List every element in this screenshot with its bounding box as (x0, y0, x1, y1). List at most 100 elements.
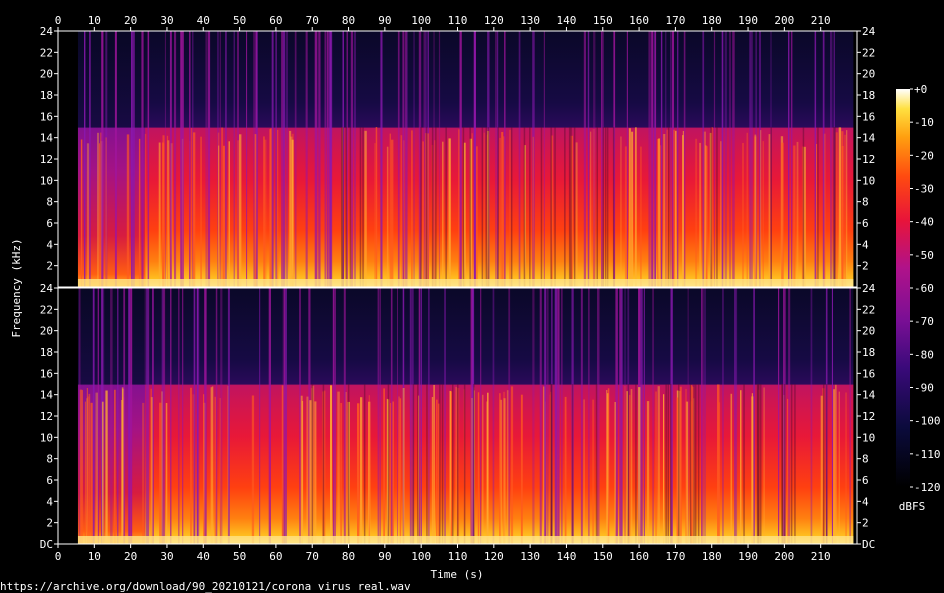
y-tick-label-right: 20 (862, 325, 875, 338)
x-tick-label-bottom: 140 (557, 550, 577, 563)
transient-streak (838, 391, 840, 544)
transient-streak (147, 31, 150, 287)
quiet-gap (551, 384, 553, 544)
transient-streak (835, 132, 838, 287)
colorbar-tick-label: -110 (914, 448, 941, 461)
quiet-gap (833, 127, 835, 287)
transient-streak (95, 392, 98, 544)
spectrogram-body (77, 288, 854, 544)
x-tick-label-bottom: 180 (702, 550, 722, 563)
transient-streak (431, 145, 434, 287)
transient-streak (470, 288, 473, 544)
transient-streak (760, 130, 762, 287)
transient-streak (602, 31, 604, 287)
quiet-gap (595, 384, 598, 544)
transient-streak (283, 31, 286, 287)
transient-streak (683, 31, 686, 287)
transient-streak (564, 396, 567, 544)
y-tick-label-right: 8 (862, 453, 869, 466)
transient-streak (309, 400, 312, 544)
transient-streak (822, 31, 825, 287)
y-tick-label-left: 16 (40, 110, 53, 123)
transient-streak (427, 133, 429, 287)
x-tick-label-top: 170 (665, 14, 685, 27)
transient-streak (472, 288, 475, 544)
transient-streak (411, 288, 414, 544)
x-tick-label-top: 50 (233, 14, 246, 27)
transient-streak (471, 133, 473, 287)
transient-streak (613, 31, 616, 287)
transient-streak (709, 132, 712, 287)
transient-streak (205, 31, 207, 287)
x-tick-label-top: 180 (702, 14, 722, 27)
quiet-gap (311, 384, 314, 544)
x-tick-label-bottom: 170 (665, 550, 685, 563)
y-tick-label-left: 10 (40, 174, 53, 187)
y-tick-label-right: 20 (862, 68, 875, 81)
transient-streak (729, 31, 731, 287)
transient-streak (285, 288, 287, 544)
transient-streak (431, 397, 434, 544)
transient-streak (101, 31, 104, 287)
quiet-gap (693, 384, 695, 544)
transient-streak (546, 288, 549, 544)
transient-streak (311, 385, 315, 544)
transient-streak (389, 133, 391, 287)
transient-streak (189, 31, 191, 287)
transient-streak (97, 132, 100, 287)
quiet-gap (417, 384, 419, 544)
transient-streak (687, 288, 689, 544)
transient-streak (477, 392, 480, 544)
transient-streak (803, 146, 806, 287)
transient-streak (78, 288, 81, 544)
transient-streak (334, 288, 336, 544)
transient-streak (543, 386, 546, 544)
transient-streak (86, 143, 90, 287)
transient-streak (504, 31, 506, 287)
transient-streak (510, 386, 514, 544)
transient-streak (233, 31, 235, 287)
transient-streak (810, 288, 813, 544)
transient-streak (404, 31, 407, 287)
transient-streak (101, 401, 104, 544)
transient-streak (345, 392, 347, 544)
transient-streak (695, 138, 698, 287)
transient-streak (192, 132, 196, 287)
transient-streak (844, 134, 846, 287)
transient-streak (624, 288, 626, 544)
transient-streak (497, 31, 499, 287)
transient-streak (648, 31, 650, 287)
transient-streak (678, 390, 681, 544)
quiet-gap (550, 127, 552, 287)
y-tick-label-left: 4 (46, 495, 53, 508)
transient-streak (169, 31, 172, 287)
transient-streak (277, 129, 279, 287)
transient-streak (592, 128, 595, 287)
transient-streak (110, 288, 113, 544)
transient-streak (103, 288, 105, 544)
transient-streak (211, 386, 214, 544)
x-tick-label-bottom: 200 (774, 550, 794, 563)
transient-streak (796, 141, 799, 287)
transient-streak (269, 129, 271, 287)
quiet-gap (790, 384, 793, 544)
transient-streak (554, 288, 558, 544)
transient-streak (133, 31, 135, 287)
transient-streak (270, 128, 273, 287)
transient-streak (499, 137, 501, 287)
quiet-gap (359, 127, 362, 287)
low-frequency-band (77, 536, 854, 544)
x-tick-label-bottom: 160 (629, 550, 649, 563)
transient-streak (368, 395, 370, 544)
transient-streak (350, 31, 353, 287)
transient-streak (374, 143, 376, 287)
transient-streak (433, 385, 435, 544)
transient-streak (845, 392, 847, 544)
quiet-gap (794, 384, 796, 544)
transient-streak (520, 394, 523, 544)
transient-streak (364, 130, 367, 287)
x-tick-label-bottom: 90 (378, 550, 391, 563)
transient-streak (830, 31, 833, 287)
transient-streak (788, 31, 790, 287)
transient-streak (649, 31, 651, 287)
